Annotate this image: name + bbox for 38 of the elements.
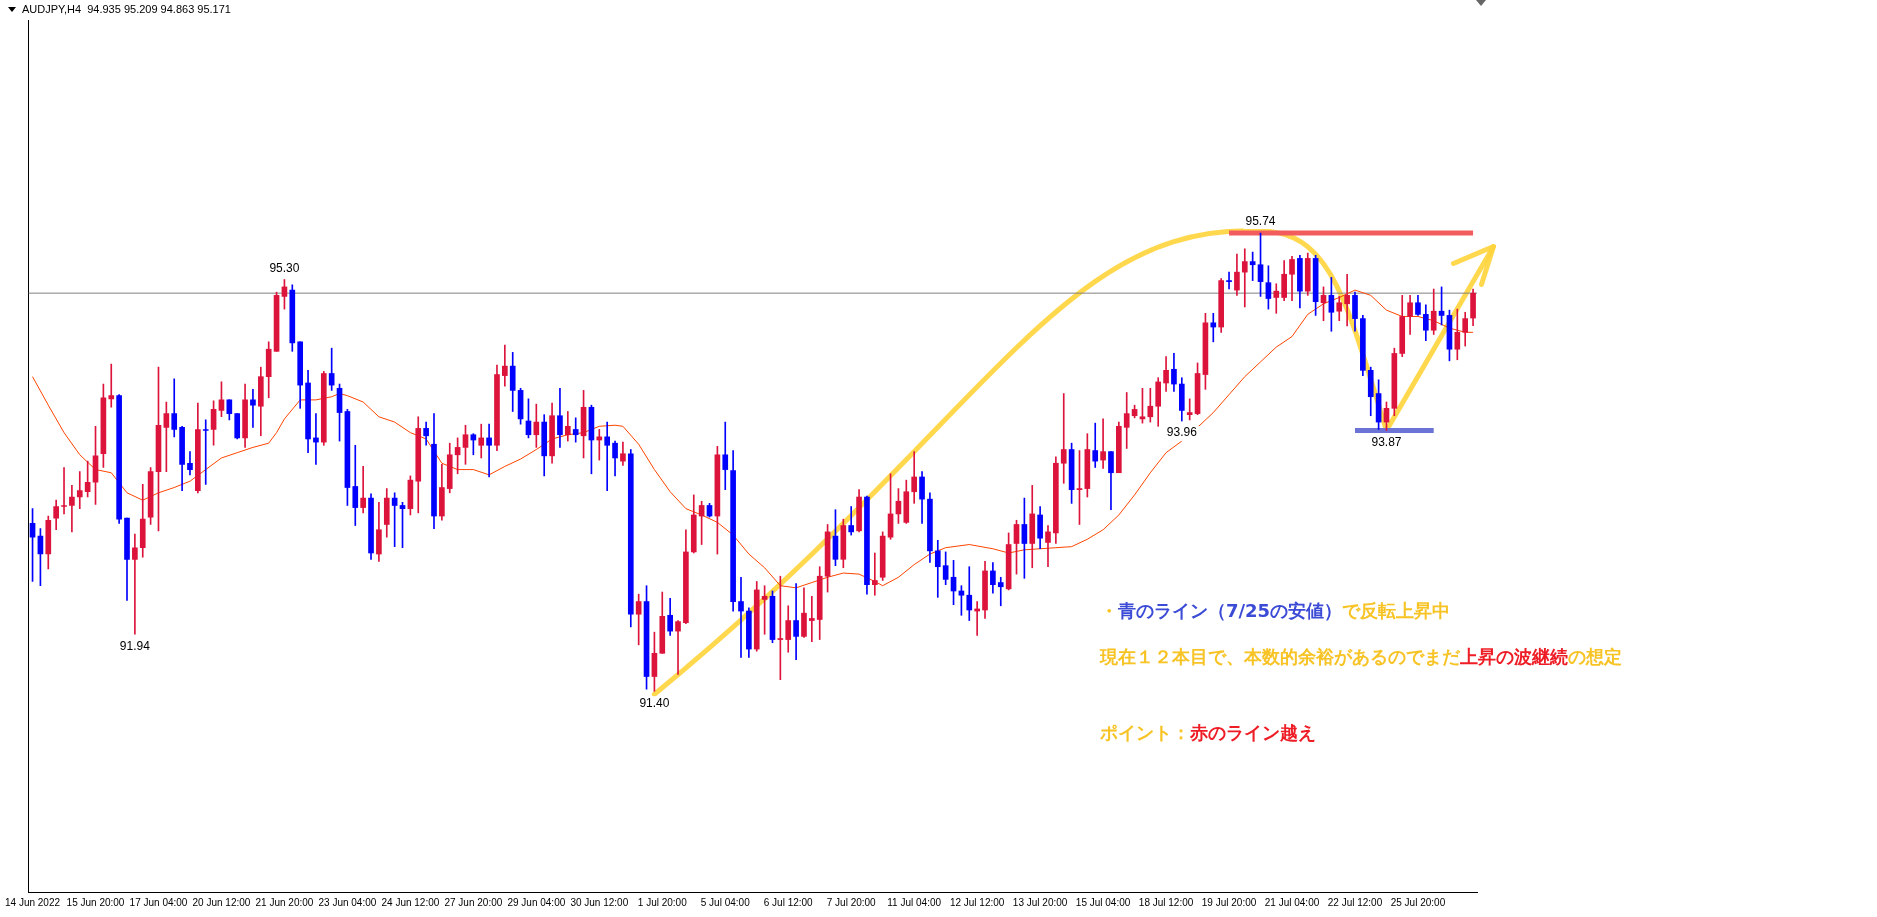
x-tick-label: 13 Jul 20:00 xyxy=(1012,896,1068,908)
x-tick-label: 1 Jul 20:00 xyxy=(637,896,688,908)
x-tick-label: 15 Jul 04:00 xyxy=(1075,896,1131,908)
x-tick-label: 15 Jun 20:00 xyxy=(66,896,125,908)
annotation: 青のライン（7/25の安値） xyxy=(1118,600,1343,621)
x-tick-label: 12 Jul 12:00 xyxy=(949,896,1005,908)
annotation: 91.94 xyxy=(119,638,151,653)
x-tick-label: 24 Jun 12:00 xyxy=(381,896,440,908)
x-tick-label: 22 Jul 12:00 xyxy=(1327,896,1383,908)
x-tick-label: 7 Jul 20:00 xyxy=(826,896,877,908)
annotation: で反転上昇中 xyxy=(1342,600,1451,621)
annotation: ・ xyxy=(1100,600,1118,621)
x-tick-label: 19 Jul 20:00 xyxy=(1201,896,1257,908)
annotation: 93.87 xyxy=(1371,434,1402,449)
x-tick-label: 23 Jun 04:00 xyxy=(318,896,377,908)
annotation: 91.40 xyxy=(639,695,670,710)
annotation: 93.96 xyxy=(1166,425,1198,440)
x-tick-label: 25 Jul 20:00 xyxy=(1390,896,1446,908)
x-tick-label: 20 Jun 12:00 xyxy=(192,896,251,908)
x-tick-label: 27 Jun 20:00 xyxy=(444,896,503,908)
x-tick-label: 6 Jul 12:00 xyxy=(763,896,814,908)
annotation: 現在１２本目で、本数的余裕があるのでまだ xyxy=(1100,646,1460,667)
x-tick-label: 21 Jul 04:00 xyxy=(1264,896,1320,908)
x-tick-label: 17 Jun 04:00 xyxy=(129,896,188,908)
chart-title: AUDJPY,H4 94.935 95.209 94.863 95.171 xyxy=(22,3,231,15)
annotation: 95.30 xyxy=(269,260,300,275)
x-tick-label: 14 Jun 2022 xyxy=(5,896,61,908)
x-tick-label: 29 Jun 04:00 xyxy=(507,896,566,908)
text: ポイント： xyxy=(1100,722,1190,743)
x-tick-label: 5 Jul 04:00 xyxy=(700,896,751,908)
text: の想定 xyxy=(1568,646,1622,667)
x-tick-label: 21 Jun 20:00 xyxy=(255,896,314,908)
text: 赤のライン越え xyxy=(1190,722,1316,743)
x-tick-label: 30 Jun 12:00 xyxy=(570,896,629,908)
x-tick-label: 18 Jul 12:00 xyxy=(1138,896,1194,908)
annotation: 上昇の波継続 xyxy=(1460,646,1568,667)
annotation: 95.74 xyxy=(1245,214,1276,229)
x-tick-label: 11 Jul 04:00 xyxy=(887,896,942,908)
